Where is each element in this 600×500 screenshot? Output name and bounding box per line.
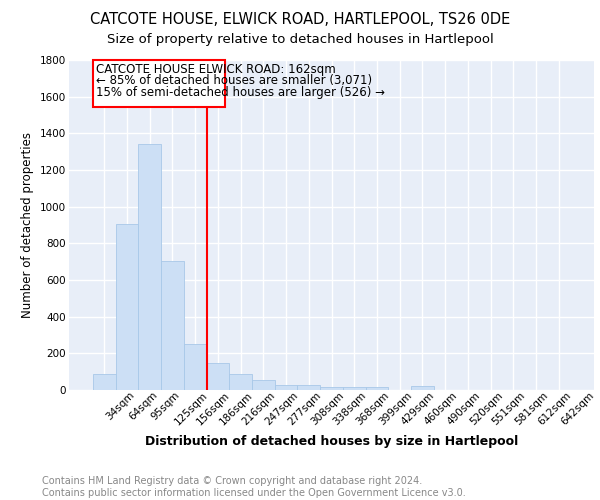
Bar	[252, 380, 275, 390]
Bar	[229, 374, 252, 390]
Bar	[365, 388, 388, 390]
FancyBboxPatch shape	[93, 60, 224, 107]
Text: 15% of semi-detached houses are larger (526) →: 15% of semi-detached houses are larger (…	[96, 86, 385, 98]
Text: ← 85% of detached houses are smaller (3,071): ← 85% of detached houses are smaller (3,…	[96, 74, 373, 87]
Bar	[93, 374, 116, 390]
Bar	[184, 344, 206, 390]
Bar	[139, 144, 161, 390]
Bar	[320, 386, 343, 390]
Bar	[161, 261, 184, 390]
Text: CATCOTE HOUSE ELWICK ROAD: 162sqm: CATCOTE HOUSE ELWICK ROAD: 162sqm	[96, 62, 336, 76]
Y-axis label: Number of detached properties: Number of detached properties	[22, 132, 34, 318]
Bar	[116, 224, 139, 390]
Text: Size of property relative to detached houses in Hartlepool: Size of property relative to detached ho…	[107, 32, 493, 46]
Text: Contains HM Land Registry data © Crown copyright and database right 2024.
Contai: Contains HM Land Registry data © Crown c…	[42, 476, 466, 498]
Bar	[343, 387, 365, 390]
X-axis label: Distribution of detached houses by size in Hartlepool: Distribution of detached houses by size …	[145, 435, 518, 448]
Text: CATCOTE HOUSE, ELWICK ROAD, HARTLEPOOL, TS26 0DE: CATCOTE HOUSE, ELWICK ROAD, HARTLEPOOL, …	[90, 12, 510, 28]
Bar	[275, 384, 298, 390]
Bar	[206, 364, 229, 390]
Bar	[298, 386, 320, 390]
Bar	[411, 386, 434, 390]
